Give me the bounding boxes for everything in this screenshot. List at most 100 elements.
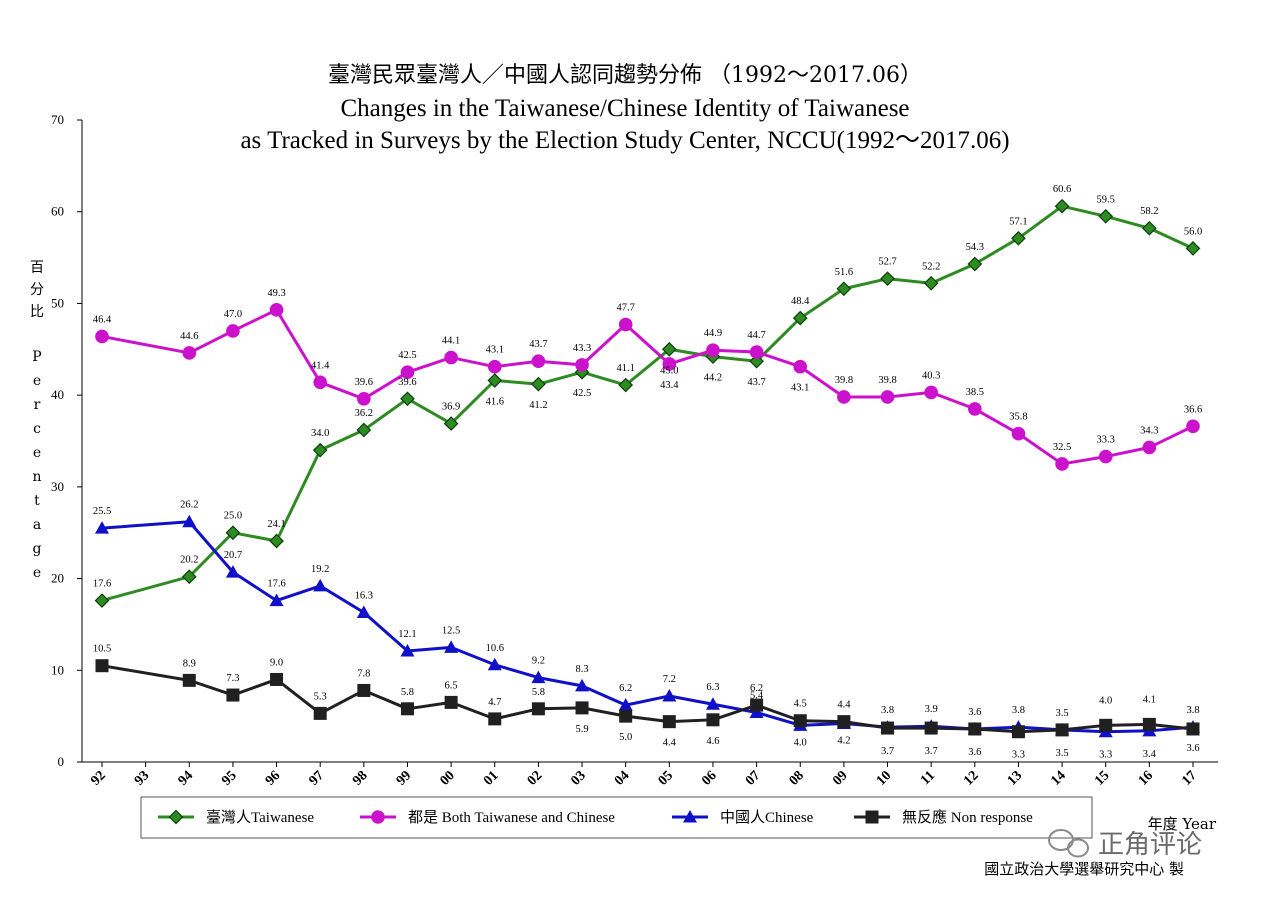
x-tick-label: 01 [481, 768, 502, 789]
data-point [269, 533, 284, 549]
data-point [313, 375, 328, 390]
data-point [575, 358, 589, 372]
data-label: 51.6 [835, 267, 853, 278]
x-tick-label: 04 [612, 768, 633, 789]
data-point [182, 673, 196, 687]
x-tick-label: 97 [307, 768, 328, 789]
data-point [225, 565, 240, 578]
data-label: 8.9 [183, 658, 196, 669]
data-label: 3.6 [968, 747, 981, 758]
data-point [444, 695, 458, 709]
data-label: 12.5 [442, 625, 460, 636]
data-point [1054, 198, 1070, 214]
data-point [182, 346, 197, 360]
data-label: 4.7 [488, 697, 501, 708]
wechat-icon [1048, 829, 1089, 858]
data-label: 10.6 [486, 643, 504, 654]
data-point [924, 721, 938, 735]
data-label: 3.4 [1143, 749, 1157, 760]
data-label: 45.0 [660, 365, 678, 376]
x-tick-label: 05 [656, 768, 677, 789]
data-point [618, 698, 633, 711]
watermark: 正角评论 [1048, 829, 1202, 860]
y-axis-label-char: r [34, 397, 41, 413]
y-axis-label-char: e [33, 565, 41, 581]
data-label: 36.6 [1184, 404, 1202, 415]
data-label: 57.1 [1009, 216, 1027, 227]
data-label: 3.9 [925, 704, 938, 715]
data-point [837, 390, 851, 404]
data-point [225, 525, 241, 541]
series-1 [95, 303, 1200, 471]
data-label: 43.7 [529, 339, 547, 350]
data-point [1186, 722, 1200, 736]
data-point [400, 644, 415, 657]
data-point [968, 722, 982, 736]
y-axis-label-char: 百 [30, 260, 44, 276]
data-label: 34.3 [1140, 425, 1158, 436]
data-point [968, 402, 982, 416]
chart-title-zh: 臺灣民眾臺灣人／中國人認同趨勢分佈 （1992～2017.06） [328, 63, 922, 88]
data-label: 48.4 [791, 296, 810, 307]
data-label: 41.2 [529, 400, 547, 411]
data-point [488, 712, 502, 726]
y-axis-label-char: g [33, 541, 42, 557]
series-line [101, 520, 1194, 734]
data-label: 3.7 [925, 746, 938, 757]
data-label: 5.9 [575, 724, 588, 735]
data-label: 20.2 [180, 555, 198, 566]
data-label: 4.5 [794, 699, 807, 710]
data-label: 41.6 [486, 396, 504, 407]
data-label: 59.5 [1097, 194, 1115, 205]
data-label: 3.3 [1012, 750, 1025, 761]
data-label: 24.1 [267, 519, 285, 530]
data-label: 5.8 [401, 687, 414, 698]
y-axis-label-zh: 百分比 [30, 260, 44, 320]
data-point [94, 593, 110, 608]
data-label: 3.6 [968, 707, 981, 718]
data-point [1099, 718, 1113, 732]
data-point [706, 713, 720, 727]
series-3 [95, 659, 1200, 739]
data-label: 7.3 [226, 673, 239, 684]
data-point [1098, 208, 1114, 224]
legend-label: 臺灣人Taiwanese [206, 809, 314, 826]
data-point [793, 714, 807, 728]
data-label: 3.8 [881, 705, 894, 716]
data-point [226, 688, 240, 702]
x-tick-label: 94 [176, 768, 197, 789]
data-label: 44.2 [704, 373, 722, 384]
data-point [181, 569, 197, 585]
data-point [749, 705, 764, 718]
y-axis-label-char: e [33, 373, 41, 389]
data-label: 32.5 [1053, 442, 1071, 453]
data-point [923, 275, 939, 291]
data-point [312, 442, 328, 458]
data-label: 60.6 [1053, 184, 1071, 195]
y-tick-label: 50 [51, 295, 64, 310]
data-label: 16.3 [355, 591, 373, 602]
series-layer [94, 198, 1201, 739]
y-tick-label: 10 [51, 662, 64, 677]
data-label: 3.5 [1056, 708, 1069, 719]
data-label: 40.3 [922, 370, 940, 381]
data-label: 54.3 [966, 242, 984, 253]
data-label: 44.6 [180, 331, 198, 342]
y-axis-label-char: 比 [30, 304, 44, 320]
y-tick-label: 40 [51, 387, 64, 402]
series-2 [95, 514, 1200, 738]
data-point [531, 354, 546, 369]
data-point [531, 702, 545, 716]
data-label: 43.1 [486, 345, 504, 356]
data-point [95, 521, 109, 534]
x-tick-label: 93 [132, 768, 153, 789]
data-label: 6.2 [619, 683, 632, 694]
data-label: 20.7 [224, 550, 242, 561]
data-label: 42.5 [398, 350, 416, 361]
x-ticks: 92 93 94 95 96 97 98 99 00 01 02 03 04 05 06 07 08 09 10 11… [88, 762, 1200, 789]
data-label: 3.8 [1012, 705, 1025, 716]
series-line [101, 204, 1194, 603]
data-point [837, 715, 851, 729]
data-label: 44.1 [442, 336, 460, 347]
